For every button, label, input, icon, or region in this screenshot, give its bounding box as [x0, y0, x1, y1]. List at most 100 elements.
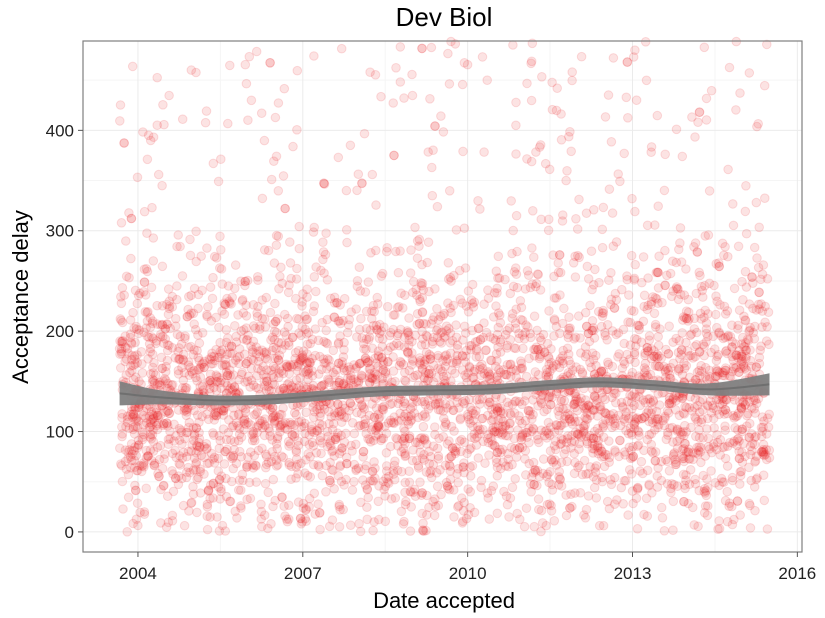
data-point	[308, 459, 319, 470]
data-point	[675, 238, 685, 248]
data-point	[687, 112, 697, 122]
data-point	[651, 351, 661, 362]
data-point	[642, 511, 653, 521]
data-point	[714, 516, 724, 526]
data-point	[606, 294, 617, 305]
data-point	[523, 322, 533, 332]
data-point	[310, 324, 321, 334]
data-point	[488, 312, 499, 322]
data-point	[534, 504, 544, 515]
data-point	[690, 351, 701, 362]
data-point	[404, 313, 414, 323]
data-point	[328, 345, 339, 356]
data-point	[220, 526, 231, 536]
data-point	[270, 363, 281, 374]
data-point	[614, 349, 624, 359]
data-point	[596, 321, 607, 332]
data-point	[173, 346, 183, 357]
data-point	[336, 417, 347, 428]
data-point	[541, 425, 552, 436]
data-point	[625, 423, 636, 433]
data-point	[327, 515, 338, 525]
data-point	[393, 267, 404, 278]
data-point	[695, 308, 706, 319]
data-point	[473, 196, 483, 206]
data-point	[211, 411, 222, 421]
data-point	[758, 470, 769, 481]
data-point	[679, 456, 689, 467]
data-point	[213, 453, 223, 464]
data-point	[407, 90, 418, 101]
data-point	[698, 433, 708, 443]
data-point	[699, 508, 710, 518]
data-point	[694, 425, 704, 435]
data-point	[679, 290, 690, 300]
data-point	[184, 506, 194, 516]
data-point	[231, 418, 242, 428]
data-point	[404, 433, 415, 444]
major-gridlines	[83, 41, 802, 552]
data-point	[699, 42, 710, 53]
data-point	[711, 309, 721, 320]
data-point	[422, 510, 432, 520]
data-point	[720, 405, 731, 415]
data-point	[602, 320, 613, 330]
data-point	[544, 214, 554, 225]
x-tick-label-2013: 2013	[614, 564, 652, 583]
data-point	[207, 348, 217, 359]
data-point	[381, 246, 392, 257]
data-point	[762, 413, 773, 423]
data-point	[440, 361, 451, 372]
data-point	[167, 448, 178, 459]
data-point	[472, 432, 482, 442]
data-point	[665, 397, 675, 408]
data-point	[370, 70, 381, 80]
data-point	[333, 152, 344, 163]
data-point	[142, 316, 153, 326]
data-point	[724, 62, 735, 73]
data-point	[585, 462, 596, 472]
data-point	[422, 257, 433, 268]
data-point	[367, 373, 378, 383]
data-point	[677, 151, 688, 162]
data-point	[309, 412, 319, 423]
data-point	[651, 416, 662, 427]
data-point	[239, 418, 250, 429]
data-point	[366, 248, 376, 258]
data-point	[684, 351, 694, 361]
data-point	[672, 481, 683, 492]
data-point	[386, 417, 397, 428]
data-point	[164, 408, 174, 419]
data-point	[216, 264, 227, 274]
data-point	[588, 433, 599, 444]
data-point	[740, 206, 751, 217]
data-point	[142, 154, 153, 165]
data-point	[274, 350, 285, 361]
data-point	[172, 329, 183, 340]
data-point	[661, 434, 672, 445]
data-point	[338, 504, 349, 515]
x-ticks	[137, 552, 798, 557]
data-point	[222, 293, 232, 304]
data-point	[389, 150, 399, 161]
data-point	[573, 311, 584, 321]
data-point	[150, 458, 160, 469]
data-point	[308, 227, 319, 237]
data-point	[759, 80, 770, 91]
data-point	[592, 411, 603, 421]
data-point	[527, 38, 538, 49]
data-point	[675, 434, 685, 444]
data-point	[357, 373, 367, 383]
data-point	[145, 445, 156, 455]
data-point	[247, 435, 258, 446]
y-tick-label-200: 200	[46, 322, 74, 341]
data-point	[475, 424, 485, 435]
data-point	[216, 245, 226, 255]
data-point	[276, 262, 286, 273]
data-point	[511, 149, 521, 159]
data-point	[690, 132, 700, 142]
data-point	[201, 444, 212, 454]
data-point	[389, 418, 399, 429]
data-point	[749, 334, 760, 344]
data-point	[427, 190, 438, 201]
